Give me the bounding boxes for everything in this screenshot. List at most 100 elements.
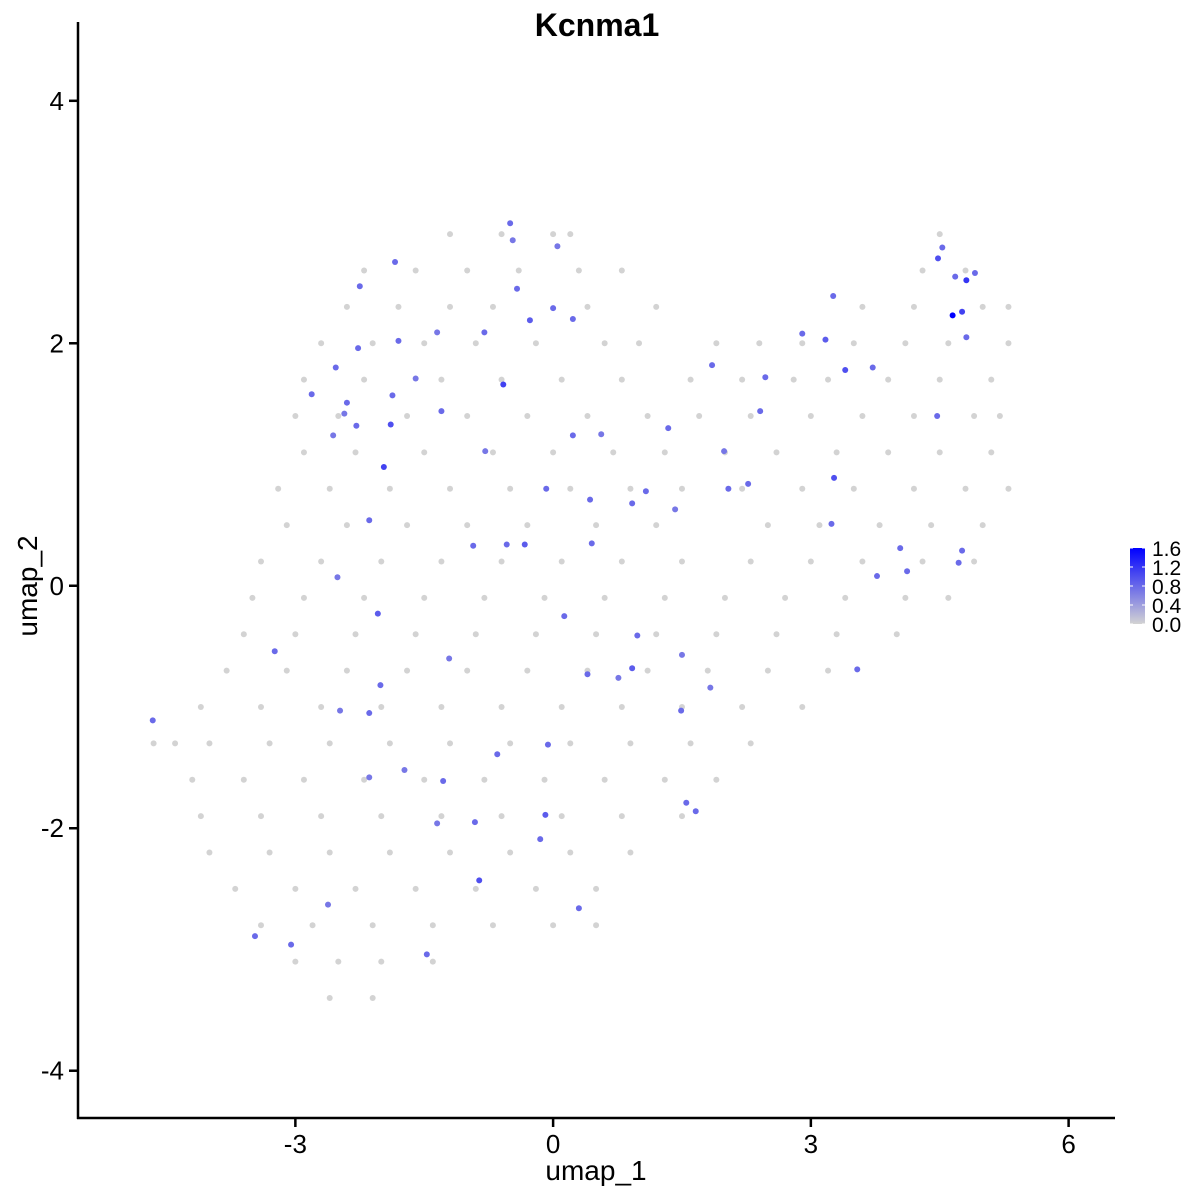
y-tick-label: -4	[41, 1056, 64, 1086]
cell-point	[567, 849, 574, 856]
expressing-cell-point	[963, 277, 970, 284]
cell-point	[421, 340, 428, 347]
expressing-cell-point	[355, 345, 362, 352]
cell-point	[979, 522, 986, 529]
colorbar-tick-label: 0.8	[1152, 576, 1181, 599]
cell-point	[300, 594, 307, 601]
expressing-cell-point	[939, 244, 946, 251]
cell-point	[988, 376, 995, 383]
expressing-cell-point	[934, 413, 941, 420]
cell-point	[481, 776, 488, 783]
expressing-cell-point	[874, 573, 881, 580]
expressing-cell-point	[828, 520, 835, 527]
cell-point	[567, 231, 574, 238]
cell-point	[902, 594, 909, 601]
cell-point	[739, 485, 746, 492]
cell-point	[318, 704, 325, 710]
colorbar-tick-label: 0.0	[1152, 614, 1181, 637]
cell-point	[489, 303, 496, 310]
x-tick-label: 0	[546, 1129, 560, 1159]
cell-point	[206, 740, 213, 747]
cell-point	[447, 231, 454, 238]
expressing-cell-point	[584, 671, 591, 678]
cell-point	[687, 376, 694, 383]
cell-point	[618, 704, 625, 710]
expressing-points	[149, 220, 978, 958]
expressing-cell-point	[587, 496, 594, 503]
cell-point	[1005, 485, 1012, 492]
cell-point	[773, 631, 780, 638]
cell-point	[764, 522, 771, 529]
cell-point	[593, 631, 600, 638]
expressing-cell-point	[332, 364, 339, 371]
expressing-cell-point	[395, 337, 402, 344]
cell-point	[378, 813, 385, 820]
cell-point	[550, 231, 557, 238]
cell-point	[283, 667, 290, 674]
x-ticks: -3 0 3 6	[284, 1118, 1076, 1159]
expressing-cell-point	[615, 674, 622, 681]
cell-point	[292, 631, 299, 638]
expressing-cell-point	[707, 684, 714, 691]
cell-point	[507, 740, 514, 747]
cell-point	[661, 449, 668, 456]
expressing-cell-point	[440, 777, 447, 784]
cell-point	[799, 340, 806, 347]
cell-point	[678, 485, 685, 492]
expressing-cell-point	[588, 540, 595, 547]
expressing-cell-point	[598, 431, 605, 438]
cell-point	[979, 303, 986, 310]
cell-point	[447, 740, 454, 747]
cell-point	[910, 303, 917, 310]
cell-point	[438, 376, 445, 383]
expressing-cell-point	[543, 485, 550, 492]
cell-point	[567, 740, 574, 747]
cell-point	[472, 885, 479, 892]
cell-point	[352, 885, 359, 892]
cell-point	[352, 449, 359, 456]
expressing-cell-point	[709, 362, 716, 369]
cell-point	[661, 776, 668, 783]
cell-point	[971, 413, 978, 420]
cell-point	[326, 485, 333, 492]
cell-point	[378, 958, 385, 965]
expressing-cell-point	[542, 811, 549, 818]
cell-point	[902, 340, 909, 347]
expressing-cell-point	[799, 330, 806, 337]
expressing-cell-point	[471, 819, 478, 826]
expressing-cell-point	[481, 329, 488, 336]
cell-point	[773, 449, 780, 456]
cell-point	[919, 558, 926, 565]
expressing-cell-point	[308, 391, 315, 398]
cell-point	[361, 776, 368, 783]
expressing-cell-point	[642, 488, 649, 495]
colorbar-ticks: 1.61.20.80.40.0	[1130, 538, 1182, 637]
expressing-cell-point	[438, 408, 445, 415]
expressing-cell-point	[521, 541, 528, 548]
cell-point	[438, 704, 445, 710]
x-tick-label: -3	[284, 1129, 307, 1159]
cell-point	[790, 376, 797, 383]
cell-point	[996, 413, 1003, 420]
expressing-cell-point	[330, 432, 337, 439]
cell-point	[498, 704, 505, 710]
expressing-cell-point	[544, 741, 551, 748]
expressing-cell-point	[423, 951, 430, 958]
cell-point	[258, 922, 264, 929]
cell-point	[713, 631, 720, 638]
cell-point	[627, 740, 634, 747]
expressing-cell-point	[387, 421, 394, 428]
cell-point	[601, 776, 608, 783]
cell-point	[150, 740, 157, 747]
cell-point	[825, 376, 832, 383]
expressing-cell-point	[959, 547, 966, 554]
cell-point	[739, 704, 746, 710]
expressing-cell-point	[503, 541, 510, 548]
cell-point	[343, 303, 350, 310]
expressing-cell-point	[374, 610, 381, 617]
cell-point	[816, 522, 823, 529]
expressing-cell-point	[507, 220, 514, 227]
cell-point	[593, 522, 600, 529]
cell-point	[206, 849, 213, 856]
chart-title: Kcnma1	[535, 7, 660, 43]
